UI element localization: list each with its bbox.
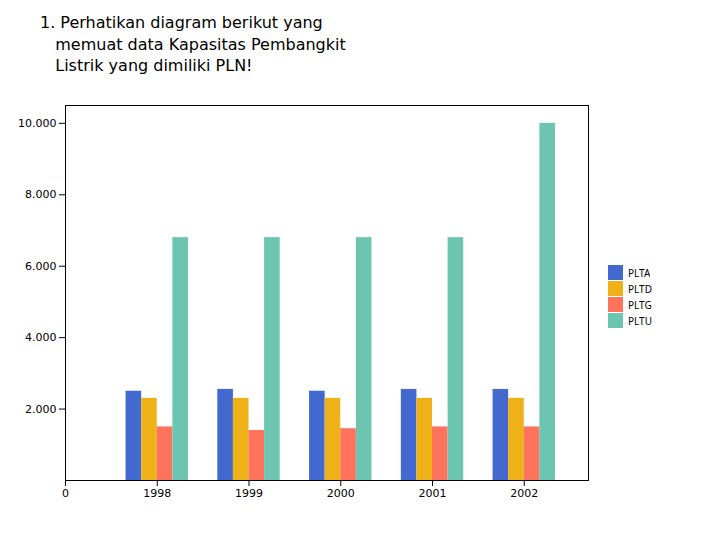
html-text:PLTA: PLTA [628, 265, 651, 280]
svg-text:2000: 2000 [327, 487, 355, 500]
svg-text:0: 0 [62, 487, 69, 500]
html-text:PLTG: PLTG [628, 297, 652, 312]
svg-text:1999: 1999 [235, 487, 263, 500]
html-text:PLTD: PLTD [628, 281, 652, 296]
html-text:1. Perhatikan diagram berikut: 1. Perhatikan diagram berikut yang memua… [40, 13, 346, 76]
svg-text:1998: 1998 [143, 487, 171, 500]
svg-text:4.000: 4.000 [25, 331, 57, 344]
svg-text:8.000: 8.000 [25, 188, 57, 201]
html-text:PLTU: PLTU [628, 313, 652, 328]
svg-text:6.000: 6.000 [25, 260, 57, 273]
svg-text:2002: 2002 [510, 487, 538, 500]
svg-text:10.000: 10.000 [18, 117, 57, 130]
svg-text:2.000: 2.000 [25, 402, 57, 415]
svg-text:2001: 2001 [419, 487, 447, 500]
